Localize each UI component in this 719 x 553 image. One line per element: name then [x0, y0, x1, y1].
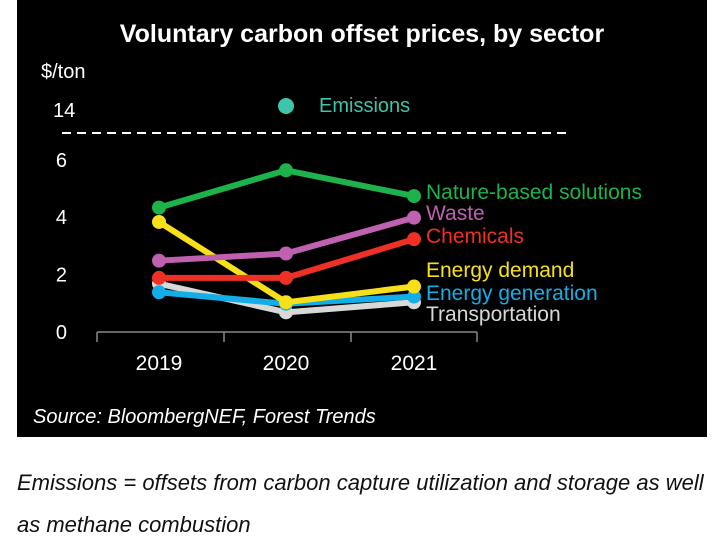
y-tick-label: 0	[56, 322, 67, 344]
data-point	[152, 214, 166, 229]
x-tick-label: 2019	[136, 352, 183, 375]
data-point	[279, 246, 293, 261]
data-point	[279, 163, 293, 178]
y-tick-label: 14	[53, 100, 75, 122]
y-tick-label: 6	[56, 150, 67, 172]
chart-panel: Voluntary carbon offset prices, by secto…	[17, 0, 707, 437]
outlier-label: Emissions	[319, 95, 410, 117]
y-axis-label: $/ton	[41, 61, 85, 83]
outlier-point	[278, 98, 294, 114]
data-point	[407, 289, 421, 304]
chart-title: Voluntary carbon offset prices, by secto…	[120, 20, 605, 48]
source-note: Source: BloombergNEF, Forest Trends	[33, 406, 376, 428]
series-label: Transportation	[426, 303, 561, 326]
y-tick-label: 4	[56, 207, 67, 229]
data-point	[152, 270, 166, 285]
chart-caption: Emissions = offsets from carbon capture …	[17, 470, 704, 537]
data-point	[407, 279, 421, 294]
data-point	[152, 253, 166, 268]
data-point	[279, 295, 293, 310]
data-point	[407, 210, 421, 225]
line-chart: Voluntary carbon offset prices, by secto…	[33, 20, 642, 428]
series-label: Chemicals	[426, 225, 524, 248]
x-tick-label: 2021	[391, 352, 438, 375]
series-label: Nature-based solutions	[426, 181, 642, 204]
series-label: Energy demand	[426, 259, 574, 282]
data-point	[407, 232, 421, 247]
x-tick-label: 2020	[263, 352, 310, 375]
data-point	[407, 189, 421, 204]
y-tick-label: 2	[56, 265, 67, 287]
data-point	[152, 285, 166, 300]
data-point	[279, 270, 293, 285]
series-label: Waste	[426, 202, 485, 225]
series-label: Energy generation	[426, 282, 598, 305]
data-point	[152, 200, 166, 215]
